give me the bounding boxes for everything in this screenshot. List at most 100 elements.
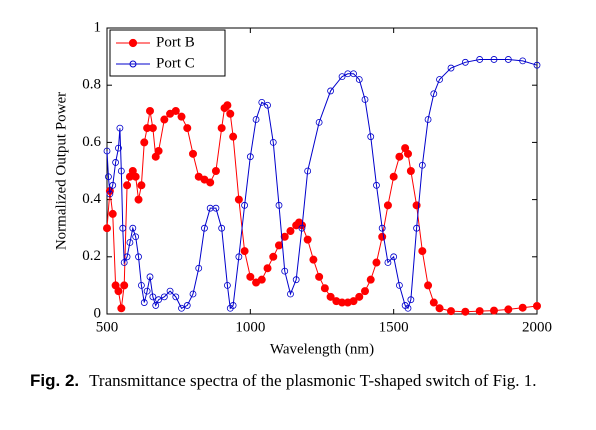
data-point bbox=[178, 304, 185, 312]
data-point bbox=[263, 264, 272, 273]
data-point bbox=[103, 147, 111, 155]
data-point bbox=[223, 101, 232, 110]
data-point bbox=[378, 232, 387, 241]
data-point bbox=[240, 247, 249, 256]
data-point bbox=[286, 227, 295, 236]
data-point bbox=[235, 253, 243, 261]
data-point bbox=[171, 106, 180, 115]
data-point bbox=[269, 138, 277, 146]
data-point bbox=[361, 96, 369, 103]
data-point bbox=[140, 138, 149, 147]
data-point bbox=[166, 287, 174, 295]
data-point bbox=[424, 281, 433, 290]
data-point bbox=[390, 253, 398, 261]
data-point bbox=[264, 101, 271, 109]
data-point bbox=[338, 73, 346, 81]
data-point bbox=[189, 290, 197, 298]
data-point bbox=[298, 224, 306, 232]
data-point bbox=[132, 233, 140, 241]
data-point bbox=[275, 201, 283, 209]
data-point bbox=[373, 181, 380, 189]
data-point bbox=[257, 275, 266, 284]
data-point bbox=[217, 124, 226, 133]
legend-label: Port C bbox=[156, 55, 195, 71]
data-point bbox=[389, 172, 398, 181]
data-point bbox=[106, 190, 114, 198]
data-point bbox=[119, 224, 127, 232]
legend-label: Port B bbox=[156, 34, 195, 50]
data-point bbox=[120, 281, 129, 290]
data-point bbox=[281, 267, 289, 275]
legend-marker bbox=[128, 38, 138, 48]
data-point bbox=[145, 106, 154, 115]
x-tick-label: 1000 bbox=[235, 319, 265, 335]
data-point bbox=[126, 239, 134, 246]
data-point bbox=[533, 61, 541, 69]
data-point bbox=[112, 159, 119, 166]
data-point bbox=[195, 264, 203, 272]
data-point bbox=[424, 116, 432, 123]
data-point bbox=[123, 253, 131, 261]
caption-text: Transmittance spectra of the plasmonic T… bbox=[89, 371, 537, 390]
data-point bbox=[116, 124, 124, 132]
data-point bbox=[114, 287, 123, 296]
series-line bbox=[106, 58, 538, 310]
data-point bbox=[252, 116, 260, 123]
data-point bbox=[201, 224, 208, 232]
data-point bbox=[475, 307, 484, 316]
data-point bbox=[115, 144, 122, 152]
data-point bbox=[140, 299, 148, 306]
y-axis-label: Normalized Output Power bbox=[53, 92, 69, 250]
data-point bbox=[229, 132, 238, 141]
data-point bbox=[188, 149, 197, 158]
data-point bbox=[407, 296, 415, 304]
data-point bbox=[246, 272, 255, 281]
data-point bbox=[149, 293, 157, 301]
data-point bbox=[327, 87, 335, 95]
data-point bbox=[309, 255, 318, 264]
data-point bbox=[413, 224, 421, 232]
data-point bbox=[177, 112, 186, 121]
data-point bbox=[134, 195, 143, 204]
y-tick-label: 0.4 bbox=[82, 191, 101, 207]
data-point bbox=[504, 56, 512, 63]
data-point bbox=[109, 181, 117, 189]
data-point bbox=[258, 98, 266, 106]
data-point bbox=[229, 302, 237, 309]
x-axis-label: Wavelength (nm) bbox=[270, 341, 374, 357]
data-point bbox=[533, 301, 542, 310]
data-point bbox=[206, 178, 215, 187]
data-point bbox=[489, 306, 498, 315]
data-point bbox=[143, 287, 151, 295]
data-point bbox=[326, 292, 335, 301]
data-point bbox=[320, 284, 329, 293]
data-point bbox=[274, 241, 283, 250]
y-tick-label: 1 bbox=[94, 19, 102, 35]
data-point bbox=[461, 58, 469, 66]
data-point bbox=[154, 146, 163, 155]
data-point bbox=[418, 161, 426, 169]
data-point bbox=[519, 57, 527, 65]
series-line bbox=[106, 104, 538, 313]
y-tick-label: 0.6 bbox=[82, 134, 101, 150]
data-point bbox=[241, 201, 249, 209]
data-point bbox=[372, 258, 381, 267]
legend-box bbox=[109, 29, 226, 77]
data-point bbox=[137, 281, 145, 289]
legend-marker bbox=[129, 60, 137, 68]
data-point bbox=[383, 201, 392, 210]
data-point bbox=[303, 235, 312, 244]
data-point bbox=[292, 276, 300, 284]
data-point bbox=[430, 90, 438, 98]
figure-label: Fig. 2. bbox=[30, 371, 80, 390]
data-point bbox=[435, 304, 444, 313]
data-point bbox=[378, 224, 386, 232]
data-point bbox=[172, 293, 180, 301]
data-point bbox=[476, 56, 484, 63]
x-tick-label: 2000 bbox=[522, 319, 552, 335]
data-point bbox=[152, 302, 160, 309]
data-point bbox=[269, 252, 278, 261]
data-point bbox=[117, 167, 125, 175]
data-point bbox=[349, 297, 358, 306]
